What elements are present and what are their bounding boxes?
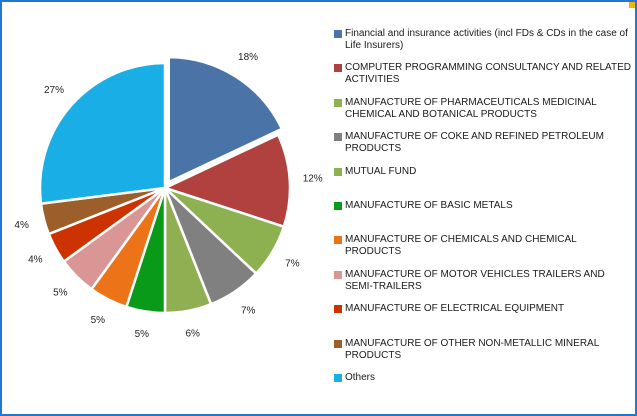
pie-slice (161, 133, 292, 229)
corner-tab (629, 2, 635, 8)
slice-data-label: 4% (28, 254, 43, 265)
pie-slice (167, 55, 284, 185)
legend-item: Financial and insurance activities (incl… (334, 28, 634, 52)
legend-label: MUTUAL FUND (345, 165, 417, 177)
slice-data-label: 18% (238, 52, 258, 63)
slice-data-label: 27% (44, 85, 64, 96)
legend-label: MANUFACTURE OF CHEMICALS AND CHEMICAL PR… (345, 234, 577, 258)
legend-item: COMPUTER PROGRAMMING CONSULTANCY AND REL… (334, 62, 634, 86)
legend-label: Financial and insurance activities (incl… (345, 28, 628, 51)
legend-item: MANUFACTURE OF BASIC METALS (334, 200, 634, 212)
legend-swatch (334, 98, 342, 107)
legend-label: COMPUTER PROGRAMMING CONSULTANCY AND REL… (345, 62, 631, 86)
legend-label: MANUFACTURE OF ELECTRICAL EQUIPMENT (345, 303, 565, 315)
slice-data-label: 5% (135, 329, 150, 340)
legend-swatch (334, 305, 342, 314)
legend-item: MANUFACTURE OF OTHER NON-METALLIC MINERA… (334, 338, 634, 362)
legend-swatch (334, 202, 342, 210)
slice-data-label: 4% (14, 220, 29, 231)
legend-swatch (334, 167, 342, 176)
legend-item: MANUFACTURE OF COKE AND REFINED PETROLEU… (334, 131, 634, 155)
legend-swatch (334, 236, 342, 245)
legend-swatch (334, 30, 342, 38)
legend-label: MANUFACTURE OF PHARMACEUTICALS MEDICINAL… (345, 96, 597, 120)
legend-label: MANUFACTURE OF OTHER NON-METALLIC MINERA… (345, 337, 599, 361)
legend-item: MANUFACTURE OF ELECTRICAL EQUIPMENT (334, 303, 634, 315)
legend-label: MANUFACTURE OF COKE AND REFINED PETROLEU… (345, 131, 604, 155)
legend-item: MANUFACTURE OF CHEMICALS AND CHEMICAL PR… (334, 234, 634, 258)
legend-label: MANUFACTURE OF MOTOR VEHICLES TRAILERS A… (345, 268, 605, 292)
slice-data-label: 7% (285, 258, 300, 269)
legend-item: MANUFACTURE OF MOTOR VEHICLES TRAILERS A… (334, 269, 634, 293)
legend-swatch (334, 374, 342, 382)
slice-data-label: 5% (91, 315, 106, 326)
legend-item: MANUFACTURE OF PHARMACEUTICALS MEDICINAL… (334, 97, 634, 121)
legend-item: Others (334, 372, 634, 384)
slice-data-label: 6% (186, 328, 201, 339)
legend-item: MUTUAL FUND (334, 166, 634, 178)
legend-swatch (334, 133, 342, 142)
legend-label: MANUFACTURE OF BASIC METALS (345, 200, 513, 211)
legend-swatch (334, 64, 342, 73)
legend-label: Others (345, 372, 376, 383)
slice-data-label: 5% (53, 288, 68, 299)
slice-data-label: 12% (303, 174, 323, 185)
pie-slice (38, 61, 167, 206)
legend-swatch (334, 339, 342, 348)
slice-data-label: 7% (241, 305, 256, 316)
legend-swatch (334, 270, 342, 279)
